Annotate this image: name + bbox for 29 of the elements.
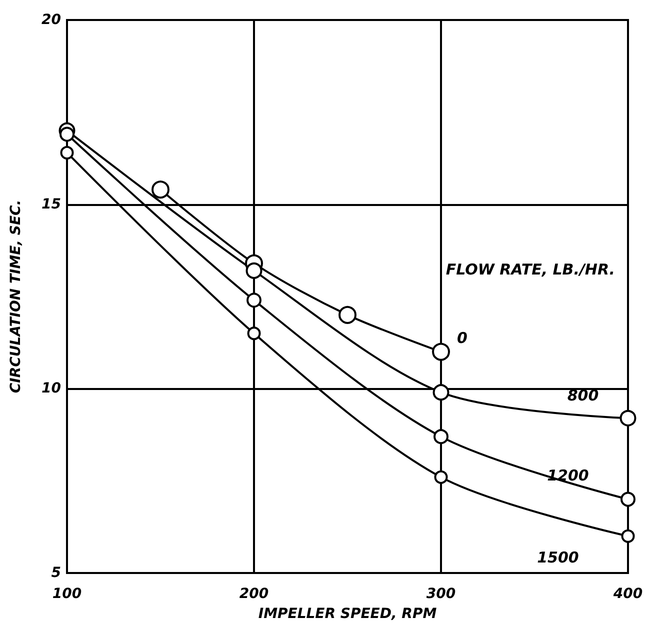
legend-title: FLOW RATE, LB./HR.	[446, 260, 616, 278]
x-tick-label: 400	[612, 586, 643, 602]
x-axis-title: IMPELLER SPEED, RPM	[258, 606, 437, 622]
y-axis-title: CIRCULATION TIME, SEC.	[8, 200, 24, 394]
x-tick-label: 300	[426, 586, 456, 602]
y-tick-label: 5	[51, 565, 62, 581]
series-label: 0	[457, 328, 468, 347]
point	[247, 326, 261, 340]
point	[621, 529, 635, 543]
x-tick-label: 100	[52, 586, 82, 602]
y-tick-label: 20	[42, 12, 62, 28]
point	[434, 470, 448, 484]
y-tick-label: 10	[42, 380, 62, 397]
point	[432, 342, 450, 361]
point	[246, 292, 262, 308]
series-label: 1200	[547, 466, 589, 484]
point	[434, 429, 448, 444]
point	[246, 262, 262, 279]
x-tick-label: 200	[239, 586, 269, 602]
point	[338, 306, 356, 324]
y-tick-label: 15	[42, 196, 62, 212]
point	[60, 126, 74, 142]
point	[432, 384, 450, 401]
series-label: 1500	[537, 548, 579, 566]
point	[60, 146, 74, 160]
point	[152, 180, 170, 199]
point	[620, 492, 636, 507]
point	[620, 410, 636, 426]
series-label: 800	[567, 386, 599, 404]
